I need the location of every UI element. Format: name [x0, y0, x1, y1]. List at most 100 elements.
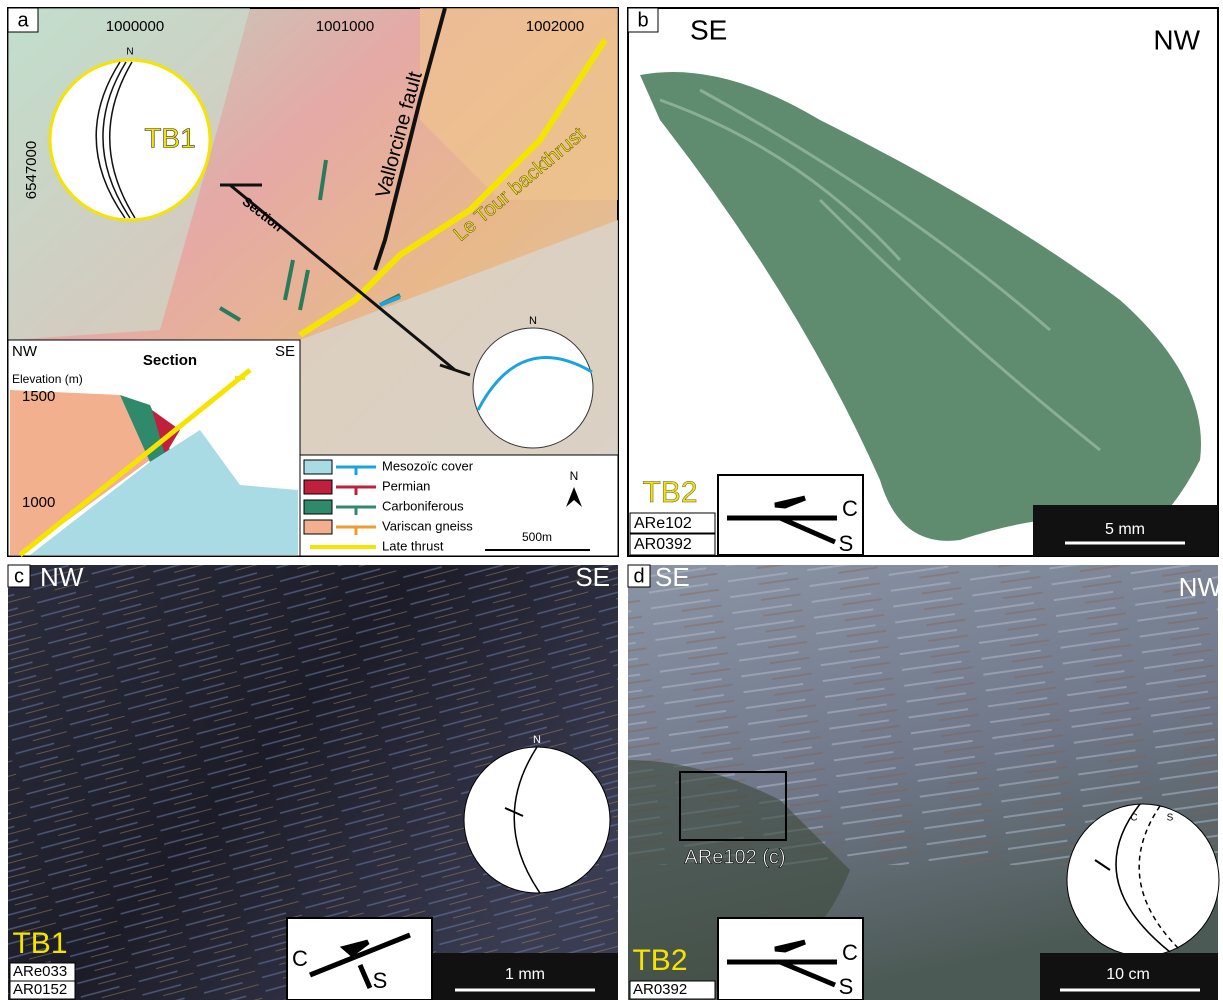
panel-d: ARe102 (c) d SE NW C S TB2 AR0392 C S 10…	[627, 562, 1223, 1000]
foliation	[659, 88, 1101, 452]
panel-b: b SE NW TB2 ARe102 AR0392 C S 5 mm	[627, 7, 1219, 557]
legend-symbol	[336, 465, 376, 475]
stereonet	[463, 746, 611, 894]
panel-a: a 1000000 1001000 1002000 6547000 N TB1 …	[7, 7, 619, 557]
shear-c: C	[292, 946, 308, 971]
stereonet-plane	[513, 746, 541, 894]
permian-unit	[152, 410, 180, 455]
shear-s: S	[839, 974, 854, 999]
orientation-right: NW	[1179, 572, 1223, 602]
x-coordinate: 1000000	[106, 18, 164, 35]
stereonet-north: N	[126, 47, 133, 58]
panel-label: b	[637, 9, 648, 31]
x-coordinate: 1002000	[526, 18, 584, 35]
panel-label-box	[627, 7, 659, 33]
strike-symbol	[379, 295, 401, 307]
shear-c: C	[842, 940, 858, 965]
shear-sense	[727, 495, 837, 545]
legend-label: Permian	[382, 478, 430, 493]
site-label: TB1	[12, 927, 67, 960]
stereonet-plane	[476, 356, 593, 411]
stereonet-s: S	[1167, 813, 1174, 824]
orientation-right: SE	[575, 562, 610, 592]
panel-label-box	[7, 564, 31, 588]
thrust	[298, 38, 608, 338]
stereonet-plane-c	[1115, 803, 1171, 953]
panel-label-box	[627, 564, 651, 588]
y-coordinate: 6547000	[23, 141, 40, 199]
thrust-arrow	[223, 368, 252, 392]
legend-symbol	[336, 505, 376, 515]
box-label: ARe102 (c)	[684, 846, 785, 868]
scale-label: 10 cm	[1106, 966, 1150, 983]
stereonet	[472, 327, 594, 449]
north-arrow	[566, 487, 582, 507]
sample-label: AR0392	[634, 536, 692, 553]
section-axis-label: Elevation (m)	[12, 372, 83, 386]
legend-label: Mesozoïc cover	[382, 458, 474, 473]
map-unit	[420, 8, 618, 200]
cover-unit	[30, 430, 298, 555]
sample-photo	[640, 72, 1201, 541]
stereonet-arrow	[504, 807, 524, 817]
orientation-left: NW	[40, 562, 84, 592]
sample-box	[629, 980, 716, 1000]
sample-box	[629, 533, 716, 556]
sample-label: ARe033	[13, 963, 67, 980]
shear-c: C	[842, 496, 858, 521]
legend-symbol	[336, 485, 376, 495]
site-label: TB2	[632, 944, 687, 977]
stereonet	[1066, 803, 1220, 957]
fault	[373, 7, 447, 271]
section-right: SE	[275, 343, 295, 360]
elevation-label: 1000	[22, 494, 55, 511]
shear-sense	[309, 932, 411, 989]
shear-s: S	[839, 531, 854, 556]
section-left: NW	[12, 343, 38, 360]
legend-swatch	[303, 519, 333, 535]
sample-box	[9, 980, 76, 1000]
sample-label: AR0392	[633, 981, 687, 998]
legend-label: Variscan gneiss	[382, 518, 473, 533]
section-line	[220, 183, 471, 377]
stereonet-arrow	[1094, 859, 1111, 871]
scale-box	[433, 953, 618, 1000]
site-label: TB2	[642, 476, 697, 509]
gneiss-unit	[10, 390, 150, 555]
stereonet-plane-s	[1138, 805, 1181, 951]
sample-label: AR0152	[13, 981, 67, 998]
shear-sense-box	[717, 917, 864, 1000]
legend-swatch	[303, 499, 333, 515]
shear-sense-box	[286, 917, 433, 1000]
north-label: N	[570, 469, 579, 483]
x-coordinate: 1001000	[316, 18, 374, 35]
orientation-left: SE	[690, 14, 727, 45]
panel-label: c	[14, 565, 24, 587]
legend-label: Carboniferous	[382, 498, 464, 513]
legend-swatch	[303, 479, 333, 495]
section-title: Section	[143, 352, 197, 369]
stereonet-c: C	[1130, 813, 1137, 824]
stereonet-planes	[95, 61, 136, 219]
shear-sense-box	[717, 474, 864, 556]
scale-box	[1040, 953, 1218, 1000]
panel-label-box	[7, 7, 39, 33]
legend-symbol	[336, 525, 376, 535]
strike-symbols	[218, 159, 401, 322]
shear-sense	[727, 939, 837, 988]
stereonet-north: N	[529, 315, 537, 327]
panel-c: c NW SE N TB1 ARe033 AR0152 C S 1 mm	[7, 562, 618, 1000]
sample-box-outline	[679, 771, 787, 841]
panel-label: a	[17, 9, 29, 31]
sample-box	[629, 512, 716, 534]
site-label: TB1	[144, 122, 195, 153]
orientation-right: NW	[1153, 24, 1200, 55]
shear-s: S	[373, 968, 388, 993]
scale-label: 500m	[522, 530, 552, 544]
thrust	[18, 368, 252, 557]
scale-label: 1 mm	[505, 966, 545, 983]
legend-swatch	[303, 459, 333, 475]
orientation-left: SE	[655, 562, 690, 592]
stereonet	[48, 58, 212, 222]
